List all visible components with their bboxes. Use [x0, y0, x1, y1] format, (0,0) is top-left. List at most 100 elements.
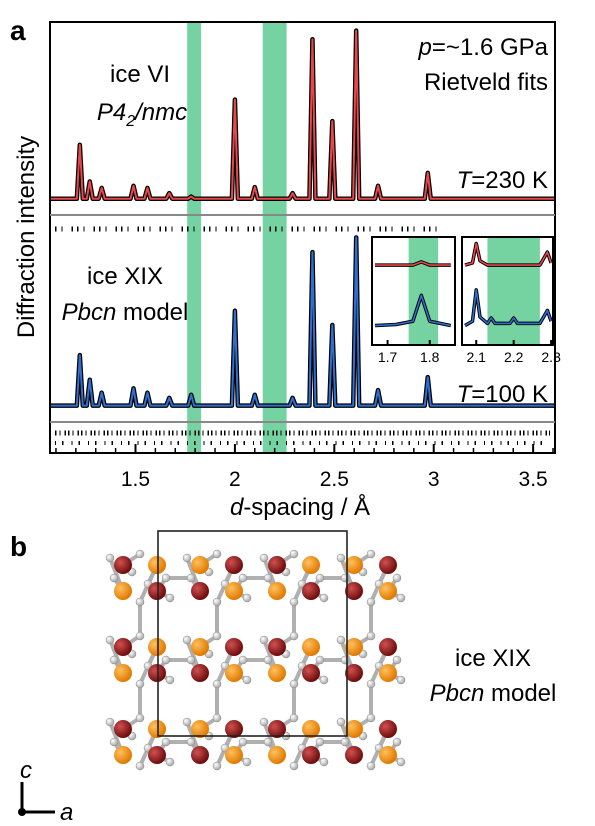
annotation: T=100 K	[457, 381, 548, 408]
oxygen-atom	[268, 664, 286, 682]
annotation-text: =~1.6 GPa	[432, 34, 549, 61]
x-axis-label-text: -spacing / Å	[243, 493, 370, 521]
hydrogen-atom	[187, 574, 195, 582]
oxygen-atom	[302, 556, 320, 574]
hydrogen-atom	[260, 554, 268, 562]
oxygen-atom	[225, 664, 243, 682]
axis-origin	[18, 808, 26, 816]
annotation-text: model	[116, 299, 188, 326]
hydrogen-atom	[290, 550, 298, 558]
panel-label: a	[10, 15, 26, 46]
hydrogen-atom	[316, 656, 324, 664]
annotation: T=230 K	[457, 167, 548, 194]
hydrogen-atom	[136, 632, 144, 640]
oxygen-atom	[379, 720, 397, 738]
hydrogen-atom	[397, 594, 405, 602]
highlight-band	[409, 237, 438, 345]
x-tick-label: 2.2	[504, 349, 524, 365]
hydrogen-atom	[136, 762, 144, 770]
oxygen-atom	[225, 746, 243, 764]
hydrogen-atom	[183, 636, 191, 644]
annotation-text: =230 K	[471, 167, 548, 194]
x-tick-label: 3	[428, 468, 440, 491]
hydrogen-atom	[213, 550, 221, 558]
annotation-text: =100 K	[471, 381, 548, 408]
hydrogen-atom	[367, 632, 375, 640]
hydrogen-atom	[367, 550, 375, 558]
hydrogen-atom	[166, 594, 174, 602]
highlight-band	[187, 22, 201, 453]
highlight-band	[263, 22, 287, 453]
x-tick-label: 2.1	[466, 349, 486, 365]
hydrogen-atom	[213, 598, 221, 606]
hydrogen-atom	[367, 598, 375, 606]
hydrogen-atom	[260, 636, 268, 644]
oxygen-atom	[268, 582, 286, 600]
hydrogen-atom	[136, 680, 144, 688]
hydrogen-atom	[183, 718, 191, 726]
hydrogen-atom	[337, 636, 345, 644]
oxygen-atom	[191, 556, 209, 574]
oxygen-atom	[114, 638, 132, 656]
hydrogen-atom	[290, 632, 298, 640]
hydrogen-atom	[337, 554, 345, 562]
panel-label: b	[10, 531, 27, 562]
hydrogen-atom	[264, 656, 272, 664]
annotation: P42/nmc	[97, 99, 187, 130]
oxygen-atom	[379, 664, 397, 682]
annotation-text: ice XIX	[87, 263, 163, 290]
hydrogen-atom	[183, 554, 191, 562]
hydrogen-atom	[393, 738, 401, 746]
annotation-text: P4	[97, 99, 126, 126]
oxygen-atom	[302, 582, 320, 600]
hydrogen-atom	[316, 738, 324, 746]
hydrogen-atom	[243, 758, 251, 766]
hydrogen-atom	[239, 656, 247, 664]
hydrogen-atom	[213, 714, 221, 722]
hydrogen-atom	[166, 676, 174, 684]
hydrogen-atom	[264, 574, 272, 582]
hydrogen-atom	[239, 574, 247, 582]
x-axis-label-text: d	[230, 494, 244, 521]
hydrogen-atom	[367, 714, 375, 722]
oxygen-atom	[114, 556, 132, 574]
figure: 1.522.533.51.71.82.12.22.3 a b ice VI P4…	[0, 0, 595, 826]
annotation-text: ice VI	[110, 61, 170, 88]
x-tick-label: 1.7	[378, 349, 398, 365]
x-axis-label: d-spacing / Å	[230, 493, 370, 521]
hydrogen-atom	[162, 738, 170, 746]
hydrogen-atom	[397, 758, 405, 766]
oxygen-atom	[114, 720, 132, 738]
y-axis-label: Diffraction intensity	[13, 136, 40, 338]
annotation: ice VI	[110, 61, 170, 88]
annotation-text: Pbcn	[62, 299, 117, 326]
hydrogen-atom	[136, 550, 144, 558]
oxygen-atom	[379, 638, 397, 656]
hydrogen-atom	[106, 718, 114, 726]
hydrogen-atom	[110, 656, 118, 664]
hydrogen-atom	[393, 656, 401, 664]
oxygen-atom	[379, 746, 397, 764]
structure-label-text: Pbcn	[430, 680, 485, 707]
hydrogen-atom	[316, 574, 324, 582]
x-tick-label: 2.5	[320, 468, 349, 491]
hydrogen-atom	[110, 738, 118, 746]
oxygen-atom	[225, 556, 243, 574]
hydrogen-atom	[136, 598, 144, 606]
hydrogen-atom	[397, 676, 405, 684]
hydrogen-atom	[243, 676, 251, 684]
hydrogen-atom	[136, 714, 144, 722]
x-tick-label: 2	[229, 468, 241, 491]
x-tick-label: 1.5	[121, 468, 150, 491]
annotation: Pbcn model	[62, 299, 189, 326]
annotation-text: 2	[125, 113, 135, 130]
hydrogen-atom	[213, 680, 221, 688]
annotation: ice XIX	[87, 263, 163, 290]
hydrogen-atom	[162, 656, 170, 664]
hydrogen-atom	[213, 762, 221, 770]
oxygen-atom	[379, 556, 397, 574]
structure-label: Pbcn model	[430, 680, 557, 707]
hydrogen-atom	[393, 574, 401, 582]
oxygen-atom	[148, 582, 166, 600]
